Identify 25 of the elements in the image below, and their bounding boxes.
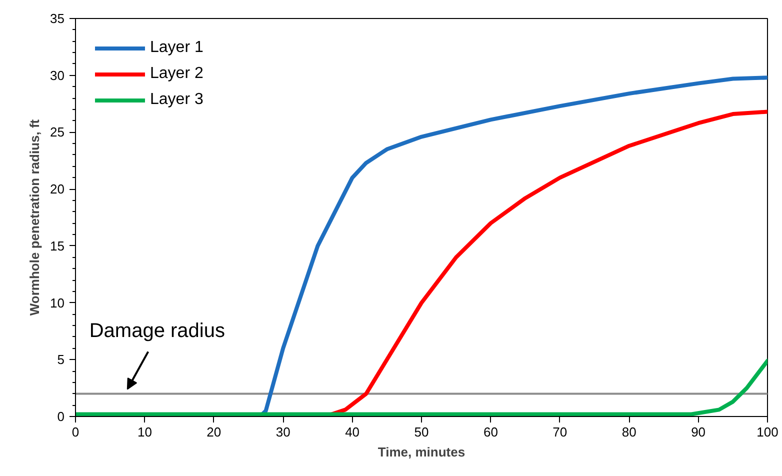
y-tick-label: 5 [57, 352, 65, 368]
x-tick-label: 40 [345, 424, 360, 440]
legend-label: Layer 2 [150, 65, 204, 83]
x-tick-label: 50 [414, 424, 429, 440]
x-tick-label: 10 [137, 424, 152, 440]
y-tick-label: 0 [57, 409, 65, 424]
x-tick-label: 30 [276, 424, 290, 440]
x-tick-label: 80 [622, 424, 636, 440]
y-tick-label: 20 [50, 182, 65, 197]
x-tick-label: 20 [206, 424, 222, 440]
y-tick-label: 35 [50, 11, 65, 26]
x-tick-label: 60 [483, 424, 498, 440]
x-axis-title: Time, minutes [378, 444, 466, 460]
y-tick-label: 30 [50, 68, 65, 83]
x-tick-label: 90 [691, 424, 706, 440]
y-tick-label: 25 [50, 124, 65, 140]
y-axis-title: Wormhole penetration radius, ft [27, 118, 42, 316]
x-tick-label: 70 [552, 424, 568, 440]
legend-label: Layer 3 [150, 91, 204, 109]
legend-label: Layer 1 [150, 39, 204, 57]
x-tick-label: 0 [72, 424, 80, 440]
y-tick-label: 10 [50, 295, 65, 310]
y-tick-label: 15 [50, 238, 65, 254]
x-tick-label: 100 [756, 424, 778, 440]
annotation: Damage radius [89, 320, 225, 342]
